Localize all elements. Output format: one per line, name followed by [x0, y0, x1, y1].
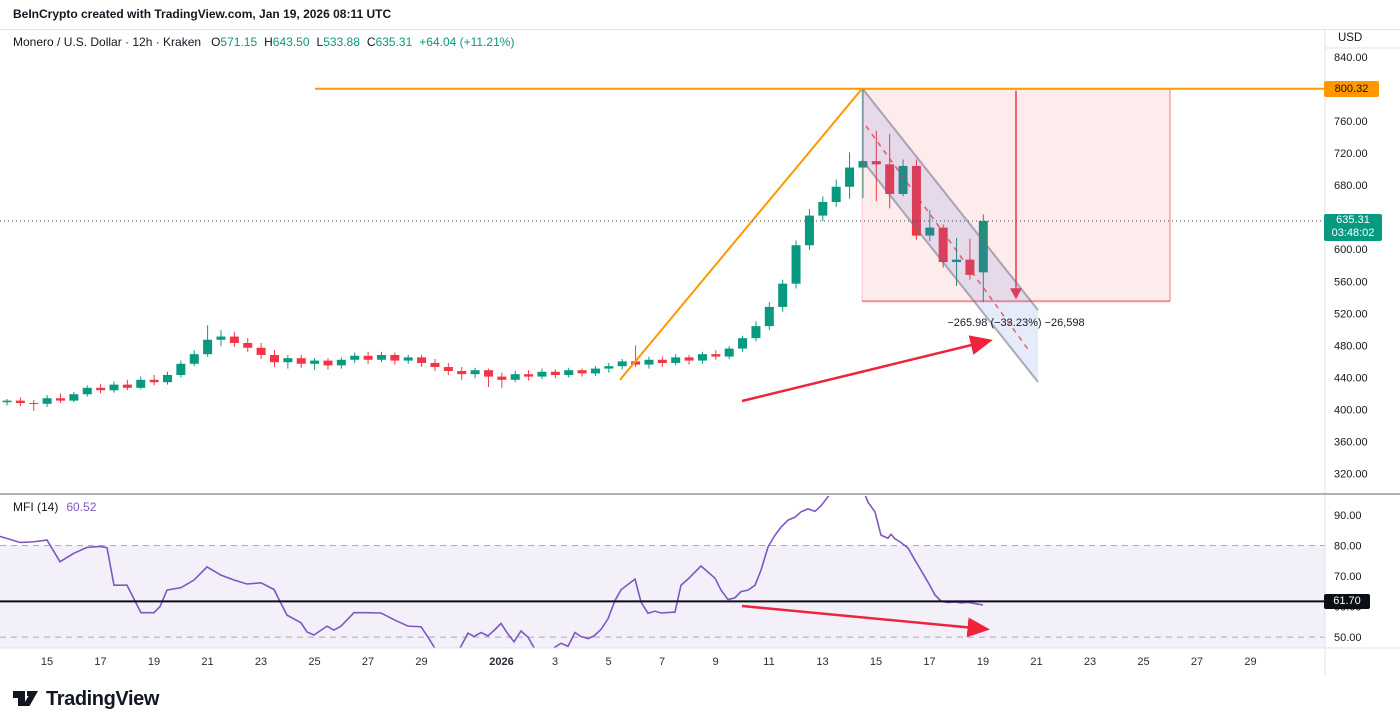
svg-text:320.00: 320.00	[1334, 469, 1368, 481]
last-price-value: 635.31	[1336, 214, 1370, 226]
high-label: H	[264, 35, 273, 49]
svg-text:600.00: 600.00	[1334, 244, 1368, 256]
mfi-line	[0, 496, 984, 648]
last-price-label: 635.31 03:48:02	[1324, 214, 1382, 241]
attribution-text: BeInCrypto created with TradingView.com,…	[13, 7, 392, 21]
svg-text:25: 25	[308, 656, 320, 668]
svg-text:15: 15	[41, 656, 53, 668]
indicator-value: 60.52	[66, 500, 97, 514]
tradingview-logo-icon	[13, 691, 38, 706]
annotation-arrow-main[interactable]	[741, 335, 993, 403]
svg-text:25: 25	[1137, 656, 1149, 668]
svg-text:50.00: 50.00	[1334, 632, 1362, 644]
svg-text:29: 29	[1244, 656, 1256, 668]
svg-text:23: 23	[1084, 656, 1096, 668]
high-value: 643.50	[272, 35, 310, 49]
svg-text:29: 29	[415, 656, 427, 668]
indicator-name[interactable]: MFI (14)	[13, 500, 59, 514]
svg-text:5: 5	[605, 656, 611, 668]
svg-text:360.00: 360.00	[1334, 436, 1368, 448]
svg-text:90.00: 90.00	[1334, 510, 1362, 522]
measure-tool-label: −265.98 (−33.23%) −26,598	[947, 317, 1085, 329]
price-axis-currency: USD	[1338, 32, 1363, 44]
svg-text:520.00: 520.00	[1334, 308, 1368, 320]
svg-text:720.00: 720.00	[1334, 148, 1368, 160]
svg-text:17: 17	[923, 656, 935, 668]
svg-text:21: 21	[1030, 656, 1042, 668]
orange-level-price-label: 800.32	[1324, 81, 1379, 97]
svg-text:440.00: 440.00	[1334, 372, 1368, 384]
svg-text:680.00: 680.00	[1334, 180, 1368, 192]
svg-text:9: 9	[712, 656, 718, 668]
svg-text:80.00: 80.00	[1334, 541, 1362, 553]
parallel-channel[interactable]	[861, 87, 1039, 383]
svg-text:17: 17	[94, 656, 106, 668]
low-value: 533.88	[323, 35, 360, 49]
change-value: +64.04 (+11.21%)	[419, 35, 515, 49]
svg-text:27: 27	[362, 656, 374, 668]
candles-layer	[2, 88, 988, 412]
svg-text:21: 21	[201, 656, 213, 668]
svg-text:19: 19	[148, 656, 160, 668]
candle-countdown: 03:48:02	[1331, 227, 1375, 239]
main-pane[interactable]	[0, 87, 1325, 412]
close-label: C	[366, 35, 376, 49]
svg-text:15: 15	[870, 656, 882, 668]
svg-text:2026: 2026	[489, 656, 513, 668]
attribution-bar: BeInCrypto created with TradingView.com,…	[0, 0, 1400, 29]
svg-text:70.00: 70.00	[1334, 571, 1362, 583]
tradingview-brand-text: TradingView	[46, 687, 160, 710]
svg-text:3: 3	[552, 656, 558, 668]
low-label: L	[316, 35, 324, 49]
measure-tool[interactable]	[861, 88, 1171, 303]
open-label: O	[211, 35, 221, 49]
svg-text:13: 13	[816, 656, 828, 668]
svg-text:560.00: 560.00	[1334, 276, 1368, 288]
svg-text:760.00: 760.00	[1334, 116, 1368, 128]
mfi-level-label: 61.70	[1324, 594, 1370, 609]
svg-text:19: 19	[977, 656, 989, 668]
svg-text:400.00: 400.00	[1334, 404, 1368, 416]
svg-text:27: 27	[1191, 656, 1203, 668]
svg-text:7: 7	[659, 656, 665, 668]
trendline[interactable]	[619, 88, 863, 381]
svg-text:11: 11	[763, 656, 774, 668]
svg-text:23: 23	[255, 656, 267, 668]
annotation-arrow-mfi[interactable]	[741, 604, 990, 638]
symbol-title[interactable]: Monero / U.S. Dollar · 12h · Kraken	[13, 35, 202, 49]
tradingview-footer[interactable]: TradingView	[12, 687, 159, 711]
time-axis[interactable]: 15 17 19 21 23 25 27 29 2026 3 5 7 9 11 13 15 17 19 21 23 25…	[41, 656, 1257, 668]
open-value: 571.15	[220, 35, 258, 49]
mfi-pane[interactable]	[0, 472, 1325, 663]
indicator-legend[interactable]: MFI (14) 60.52	[13, 500, 96, 514]
svg-text:840.00: 840.00	[1334, 52, 1368, 64]
symbol-legend[interactable]: Monero / U.S. Dollar · 12h · Kraken O571.…	[13, 35, 514, 49]
close-value: 635.31	[375, 35, 413, 49]
svg-text:480.00: 480.00	[1334, 340, 1368, 352]
price-axis[interactable]: 840.00 760.00 720.00 680.00 600.00 560.00 520.…	[1334, 52, 1368, 644]
